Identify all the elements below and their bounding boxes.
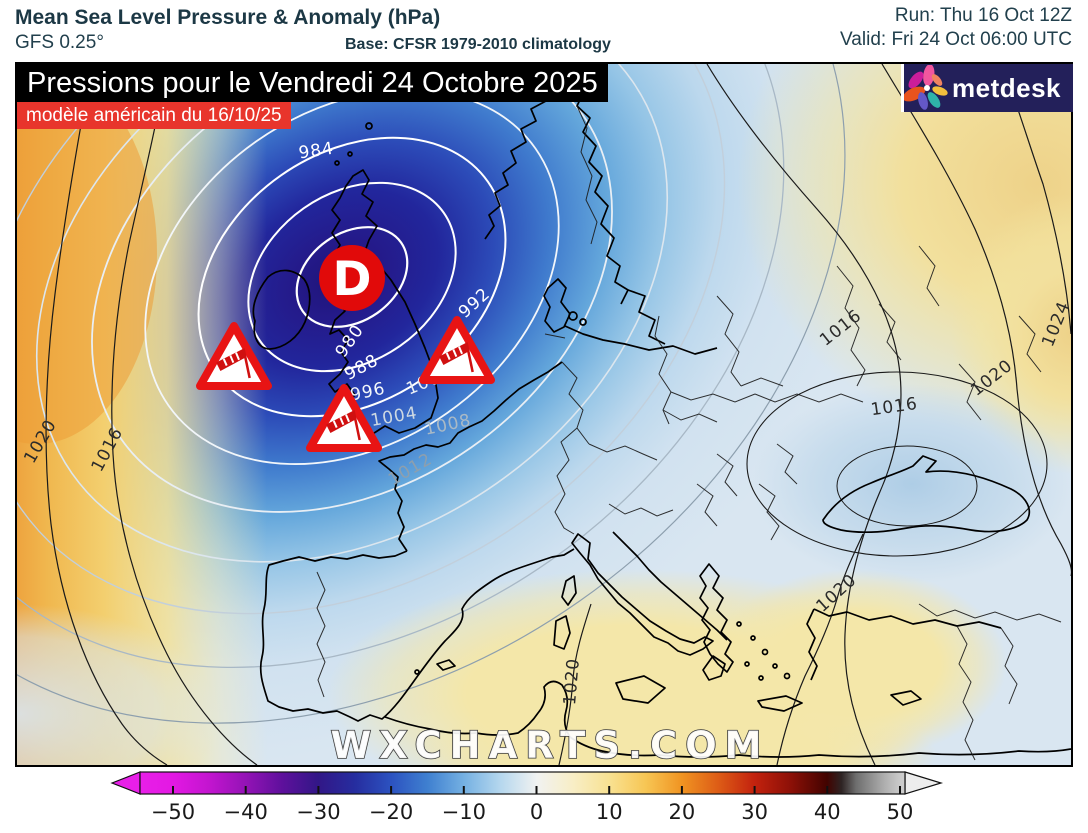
metdesk-flower-icon xyxy=(904,65,948,110)
contour-label: 1020 xyxy=(560,657,584,706)
colorbar-tick-label: −20 xyxy=(369,800,413,824)
colorbar-tick-label: 0 xyxy=(530,800,543,824)
colorbar-tick-label: −40 xyxy=(224,800,268,824)
model-info-banner: modèle américain du 16/10/25 xyxy=(17,102,291,129)
metdesk-logo-text: metdesk xyxy=(952,72,1061,103)
colorbar-right-arrow xyxy=(904,771,944,795)
colorbar-bar xyxy=(139,771,906,795)
wxcharts-watermark: WXCHARTS.COM xyxy=(331,724,770,765)
contour-label: 984 xyxy=(297,139,335,164)
country-borders xyxy=(316,105,1062,761)
map-title-banner: Pressions pour le Vendredi 24 Octobre 20… xyxy=(17,64,608,102)
colorbar: −50 −40 −30 −20 −10 0 10 20 30 40 50 xyxy=(110,771,944,824)
metdesk-logo: metdesk xyxy=(901,64,1073,112)
run-label: Run: Thu 16 Oct 12Z xyxy=(894,5,1072,26)
weather-map: 9849809929889961000100410081012101610201… xyxy=(15,62,1073,767)
colorbar-tick-label: 30 xyxy=(741,800,768,824)
colorbar-tick-label: 20 xyxy=(669,800,696,824)
colorbar-tick-label: 50 xyxy=(887,800,914,824)
colorbar-tick-label: −50 xyxy=(151,800,195,824)
page-title: Mean Sea Level Pressure & Anomaly (hPa) xyxy=(15,6,441,29)
low-pressure-marker: D xyxy=(319,245,385,311)
model-label: GFS 0.25° xyxy=(15,32,104,53)
colorbar-tick-label: 40 xyxy=(814,800,841,824)
colorbar-tick-label: −30 xyxy=(296,800,340,824)
colorbar-ticks-group: −50 −40 −30 −20 −10 0 10 20 30 40 50 xyxy=(151,786,914,824)
climatology-label: Base: CFSR 1979-2010 climatology xyxy=(345,36,611,53)
colorbar-tick-label: −10 xyxy=(442,800,486,824)
low-pressure-letter: D xyxy=(332,252,371,307)
colorbar-left-arrow xyxy=(110,771,141,795)
valid-label: Valid: Fri 24 Oct 06:00 UTC xyxy=(840,29,1072,50)
colorbar-tick-label: 10 xyxy=(596,800,623,824)
